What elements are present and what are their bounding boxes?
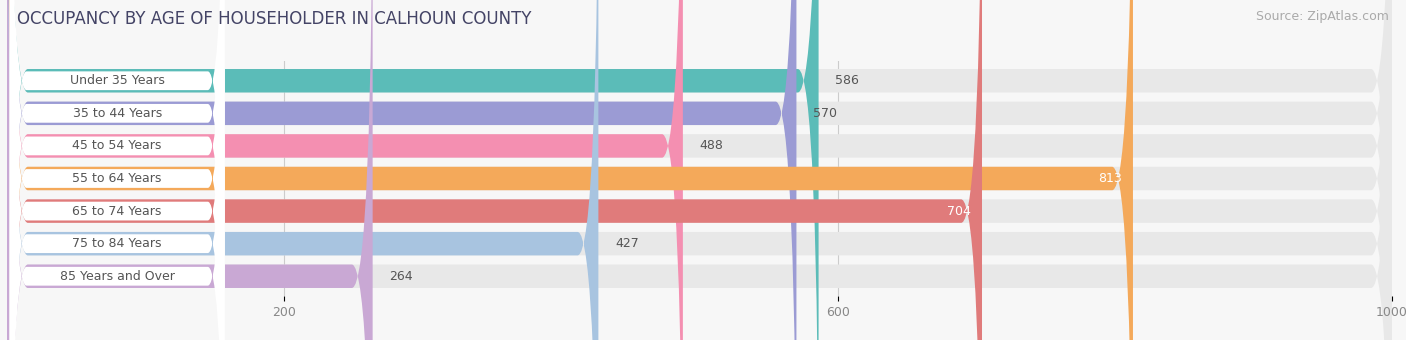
- FancyBboxPatch shape: [7, 0, 599, 340]
- FancyBboxPatch shape: [10, 0, 225, 340]
- FancyBboxPatch shape: [10, 0, 225, 340]
- Text: 45 to 54 Years: 45 to 54 Years: [73, 139, 162, 152]
- FancyBboxPatch shape: [10, 0, 225, 340]
- Text: 85 Years and Over: 85 Years and Over: [59, 270, 174, 283]
- FancyBboxPatch shape: [10, 0, 225, 340]
- FancyBboxPatch shape: [7, 0, 1133, 340]
- FancyBboxPatch shape: [10, 0, 225, 340]
- FancyBboxPatch shape: [7, 0, 1392, 340]
- FancyBboxPatch shape: [7, 0, 981, 340]
- Text: 65 to 74 Years: 65 to 74 Years: [73, 205, 162, 218]
- Text: Source: ZipAtlas.com: Source: ZipAtlas.com: [1256, 10, 1389, 23]
- FancyBboxPatch shape: [7, 0, 683, 340]
- FancyBboxPatch shape: [10, 0, 225, 340]
- Text: 55 to 64 Years: 55 to 64 Years: [73, 172, 162, 185]
- Text: 427: 427: [614, 237, 638, 250]
- Text: OCCUPANCY BY AGE OF HOUSEHOLDER IN CALHOUN COUNTY: OCCUPANCY BY AGE OF HOUSEHOLDER IN CALHO…: [17, 10, 531, 28]
- FancyBboxPatch shape: [7, 0, 1392, 340]
- Text: 488: 488: [700, 139, 723, 152]
- FancyBboxPatch shape: [7, 0, 1392, 340]
- FancyBboxPatch shape: [7, 0, 1392, 340]
- FancyBboxPatch shape: [7, 0, 1392, 340]
- Text: 704: 704: [948, 205, 972, 218]
- Text: 586: 586: [835, 74, 859, 87]
- Text: 75 to 84 Years: 75 to 84 Years: [72, 237, 162, 250]
- FancyBboxPatch shape: [7, 0, 373, 340]
- Text: 570: 570: [813, 107, 837, 120]
- FancyBboxPatch shape: [7, 0, 796, 340]
- FancyBboxPatch shape: [10, 0, 225, 340]
- FancyBboxPatch shape: [7, 0, 1392, 340]
- Text: 35 to 44 Years: 35 to 44 Years: [73, 107, 162, 120]
- FancyBboxPatch shape: [7, 0, 1392, 340]
- Text: 264: 264: [389, 270, 413, 283]
- Text: Under 35 Years: Under 35 Years: [70, 74, 165, 87]
- FancyBboxPatch shape: [7, 0, 818, 340]
- Text: 813: 813: [1098, 172, 1122, 185]
